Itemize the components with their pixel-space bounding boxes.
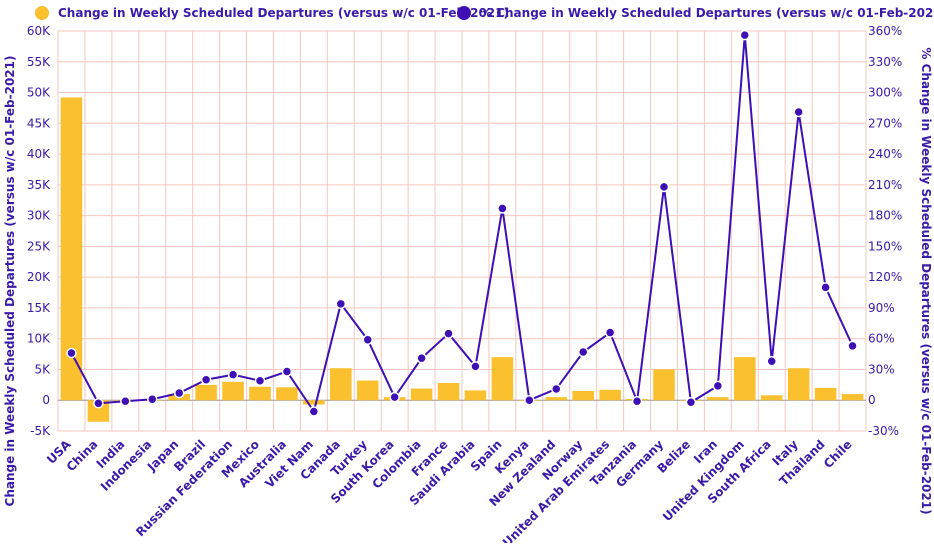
bar: [572, 391, 594, 401]
right-tick-label: 120%: [868, 270, 902, 284]
line-point: [577, 346, 589, 358]
left-tick-label: 35K: [27, 178, 51, 192]
bar: [249, 386, 271, 401]
line-point: [173, 387, 185, 399]
line-point: [685, 397, 697, 408]
line-point: [200, 374, 212, 385]
line-point: [362, 334, 373, 345]
line-point: [658, 181, 670, 193]
legend-label-line: % Change in Weekly Scheduled Departures …: [480, 6, 934, 20]
left-tick-label: 5K: [34, 362, 51, 376]
left-tick-label: 55K: [27, 55, 51, 69]
bar: [545, 397, 568, 401]
line-point: [66, 347, 77, 359]
bar: [437, 383, 460, 401]
left-tick-label: 40K: [27, 147, 51, 161]
line-point: [443, 328, 454, 339]
bar: [760, 395, 783, 401]
left-axis-ticks: -5K 0 5K 10K 15K 20K 25K 30K 35K 40K 45K 50K 55K 60K: [27, 24, 51, 438]
bars: [60, 97, 864, 422]
bar: [787, 368, 810, 401]
left-tick-label: 30K: [27, 209, 51, 223]
left-tick-label: 10K: [27, 332, 51, 346]
right-tick-label: 270%: [868, 116, 902, 130]
right-axis-title: % Change in Weekly Scheduled Departures …: [919, 47, 933, 514]
bar: [276, 387, 298, 401]
right-tick-label: -30%: [868, 424, 899, 438]
left-tick-label: 25K: [27, 239, 51, 253]
line-point: [120, 396, 131, 407]
bar: [330, 368, 352, 401]
right-tick-label: 90%: [868, 301, 895, 315]
line-point: [820, 282, 831, 293]
line-point: [766, 356, 777, 367]
right-tick-label: 300%: [868, 86, 902, 100]
line-point: [847, 340, 858, 352]
bar: [303, 400, 325, 405]
left-axis-title: Change in Weekly Scheduled Departures (v…: [3, 56, 17, 507]
right-axis-ticks: -30% 0 30% 60% 90% 120% 150% 180% 210% 240% 270% 30…: [868, 24, 902, 438]
line-point: [147, 393, 158, 405]
legend-marker-bar: [35, 6, 49, 20]
right-tick-label: 330%: [868, 55, 902, 69]
left-tick-label: 0: [42, 393, 50, 407]
bar: [841, 394, 864, 401]
right-tick-label: 180%: [868, 209, 902, 223]
legend-label-bar: Change in Weekly Scheduled Departures (v…: [58, 6, 509, 20]
line-point: [739, 29, 751, 41]
bar: [814, 387, 837, 401]
line-point: [227, 369, 239, 380]
line-point: [604, 327, 616, 338]
bar: [410, 388, 433, 401]
category-labels: USAChinaIndiaIndonesiaJapanBrazilRussian…: [44, 437, 855, 547]
line-point: [631, 396, 643, 407]
line-point: [254, 375, 266, 386]
line-point: [308, 406, 320, 417]
bar: [464, 390, 487, 401]
left-tick-label: 20K: [27, 270, 51, 284]
left-tick-label: 60K: [27, 24, 51, 38]
line-point: [497, 203, 508, 214]
right-tick-label: 60%: [868, 332, 895, 346]
legend: Change in Weekly Scheduled Departures (v…: [35, 6, 934, 20]
line-series: [66, 29, 858, 417]
right-tick-label: 210%: [868, 178, 902, 192]
bar: [653, 369, 675, 401]
line-point: [389, 391, 400, 403]
bar: [60, 97, 83, 401]
line-point: [551, 383, 562, 395]
bar: [599, 389, 621, 401]
left-tick-label: -5K: [30, 424, 51, 438]
right-tick-label: 240%: [868, 147, 902, 161]
bar: [87, 400, 110, 422]
right-tick-label: 360%: [868, 24, 902, 38]
line-point: [712, 380, 724, 392]
category-label: Chile: [821, 437, 855, 471]
line-point: [416, 352, 427, 364]
left-tick-label: 45K: [27, 116, 51, 130]
bar: [356, 380, 379, 401]
left-tick-label: 50K: [27, 86, 51, 100]
left-tick-label: 15K: [27, 301, 51, 315]
right-tick-label: 30%: [868, 362, 895, 376]
line-point: [793, 106, 804, 118]
grid: [57, 30, 867, 432]
line-point: [335, 298, 347, 310]
bar: [491, 357, 514, 401]
legend-marker-line: [457, 6, 471, 20]
right-tick-label: 0: [868, 393, 876, 407]
line-point: [524, 394, 535, 406]
right-tick-label: 150%: [868, 239, 902, 253]
bar: [707, 397, 729, 401]
line-point: [470, 361, 481, 372]
bar: [195, 384, 217, 401]
bar: [222, 381, 244, 401]
line-point: [93, 398, 104, 409]
bar: [734, 357, 756, 401]
line-point: [281, 366, 293, 377]
